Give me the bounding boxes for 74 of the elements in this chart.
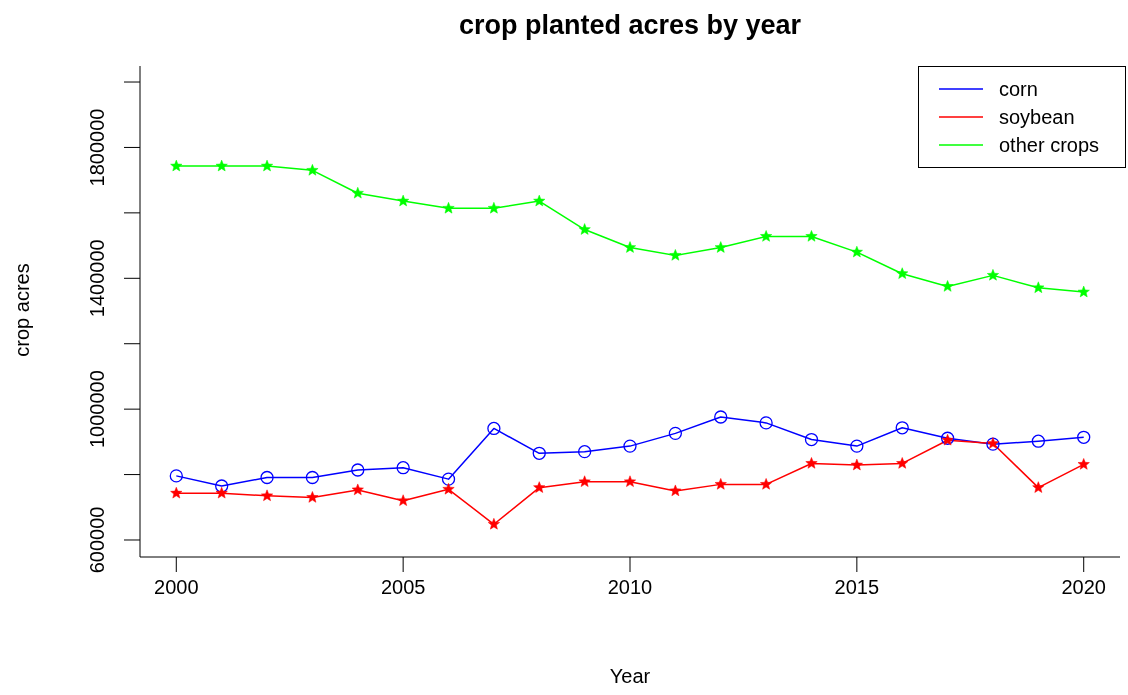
point	[895, 421, 909, 435]
point	[669, 484, 682, 497]
point	[169, 469, 183, 483]
point	[578, 475, 591, 487]
legend-label: soybean	[999, 105, 1075, 129]
x-axis-title: Year	[608, 665, 652, 688]
legend-label: corn	[999, 77, 1038, 101]
x-tick-label: 2010	[607, 576, 653, 598]
point	[397, 194, 410, 207]
point	[759, 416, 773, 430]
x-tick-label: 2005	[380, 576, 426, 598]
point	[760, 478, 773, 490]
point	[215, 479, 229, 493]
point	[850, 439, 864, 453]
point	[532, 446, 546, 460]
point	[1031, 434, 1045, 448]
point	[577, 445, 592, 459]
point	[805, 230, 818, 242]
point	[896, 457, 909, 469]
point	[260, 470, 274, 485]
point	[351, 463, 365, 477]
point	[261, 489, 273, 501]
point	[305, 470, 320, 485]
point	[668, 426, 683, 440]
point	[215, 159, 228, 172]
point	[442, 202, 455, 214]
point	[623, 439, 637, 453]
point	[261, 159, 273, 172]
y-tick-label: 1400000	[86, 239, 108, 318]
point	[351, 483, 364, 496]
point	[760, 230, 773, 242]
point	[714, 410, 728, 424]
point	[624, 475, 636, 487]
x-tick-label: 2000	[154, 576, 199, 598]
point	[714, 478, 727, 490]
legend-label: other crops	[999, 133, 1100, 157]
chart-title: crop planted acres by year	[457, 10, 803, 41]
point	[487, 202, 500, 214]
point	[1077, 285, 1090, 298]
point	[487, 518, 500, 530]
point	[170, 486, 183, 499]
point	[306, 164, 319, 176]
y-tick-label: 600000	[86, 506, 108, 574]
point	[578, 223, 591, 235]
point	[941, 280, 954, 292]
point	[896, 267, 909, 279]
y-tick-label: 1800000	[86, 108, 108, 187]
point	[442, 483, 455, 495]
point	[533, 481, 546, 493]
point	[1077, 430, 1091, 444]
point	[850, 458, 863, 471]
point	[397, 494, 410, 506]
point	[804, 432, 819, 447]
point	[396, 461, 410, 475]
x-tick-label: 2015	[834, 576, 880, 598]
point	[215, 486, 228, 499]
point	[669, 249, 682, 261]
point	[1077, 458, 1090, 470]
point	[170, 159, 183, 172]
point	[441, 472, 456, 486]
point	[714, 241, 727, 253]
point	[351, 187, 364, 199]
point	[1032, 281, 1045, 293]
point	[624, 241, 636, 253]
point	[533, 194, 546, 207]
y-axis-title: crop acres	[10, 263, 34, 357]
point	[306, 491, 319, 503]
x-tick-label: 2020	[1061, 576, 1106, 598]
y-tick-label: 1000000	[86, 370, 108, 449]
point	[1032, 481, 1045, 493]
point	[987, 269, 999, 281]
point	[850, 245, 863, 258]
point	[487, 421, 501, 436]
point	[805, 457, 818, 469]
